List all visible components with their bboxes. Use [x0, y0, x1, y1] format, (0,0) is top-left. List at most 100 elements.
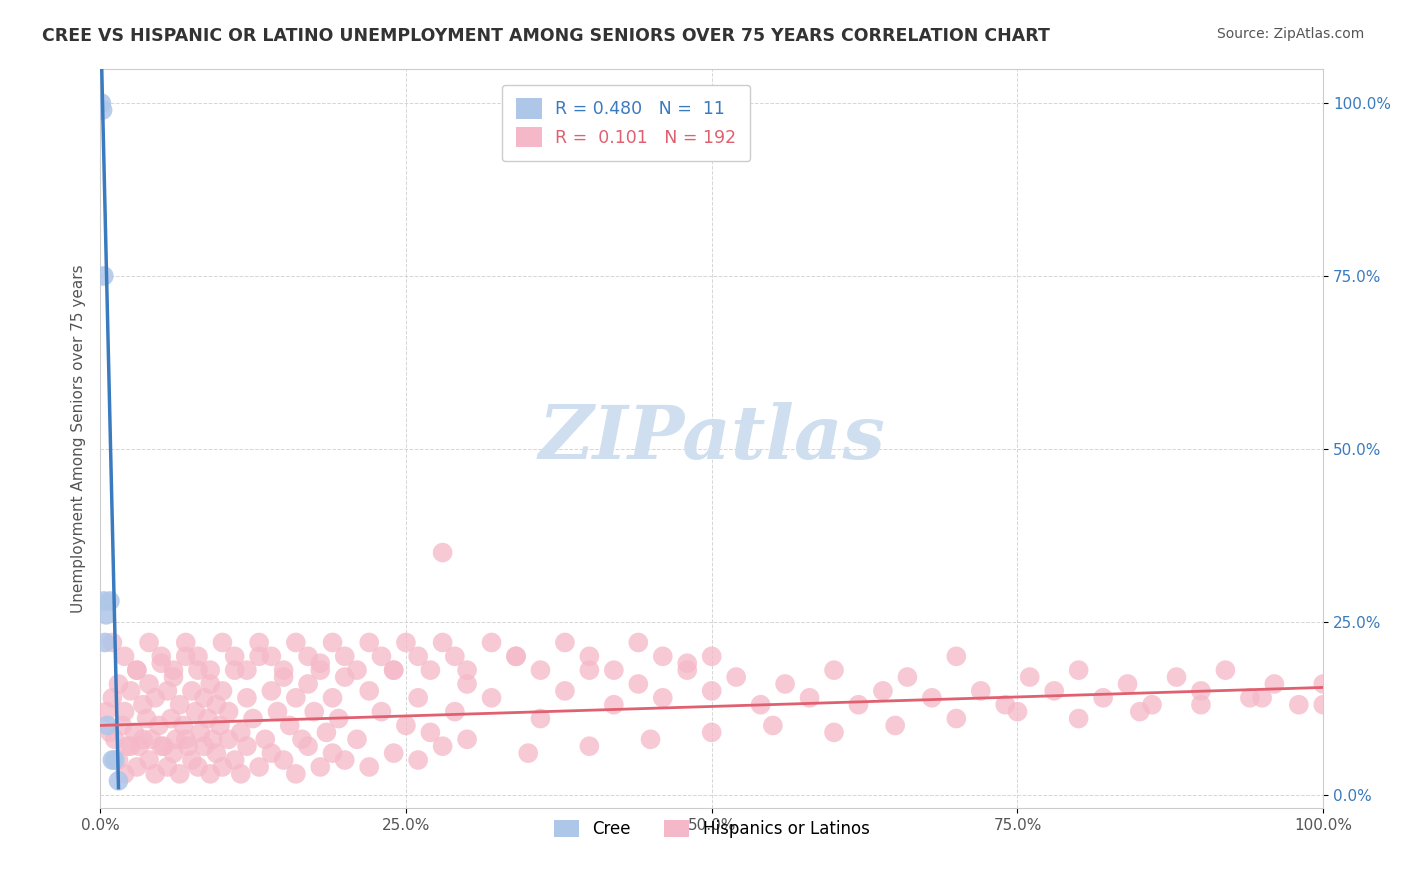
Point	[700, 684, 723, 698]
Point	[247, 649, 270, 664]
Point	[884, 718, 907, 732]
Point	[333, 753, 356, 767]
Point	[359, 684, 381, 698]
Point	[254, 732, 277, 747]
Point	[132, 698, 155, 712]
Point	[193, 690, 215, 705]
Point	[125, 663, 148, 677]
Point	[132, 732, 155, 747]
Legend: Cree, Hispanics or Latinos: Cree, Hispanics or Latinos	[547, 813, 876, 845]
Text: ZIPatlas: ZIPatlas	[538, 402, 886, 475]
Point	[315, 725, 337, 739]
Point	[297, 649, 319, 664]
Point	[120, 739, 142, 754]
Point	[165, 732, 187, 747]
Point	[309, 663, 332, 677]
Point	[676, 663, 699, 677]
Point	[114, 649, 136, 664]
Point	[627, 635, 650, 649]
Text: Source: ZipAtlas.com: Source: ZipAtlas.com	[1216, 27, 1364, 41]
Text: CREE VS HISPANIC OR LATINO UNEMPLOYMENT AMONG SENIORS OVER 75 YEARS CORRELATION : CREE VS HISPANIC OR LATINO UNEMPLOYMENT …	[42, 27, 1050, 45]
Point	[169, 767, 191, 781]
Point	[187, 649, 209, 664]
Point	[554, 684, 576, 698]
Point	[138, 753, 160, 767]
Point	[370, 705, 392, 719]
Point	[200, 663, 222, 677]
Point	[174, 649, 197, 664]
Point	[278, 718, 301, 732]
Point	[125, 663, 148, 677]
Point	[328, 712, 350, 726]
Point	[640, 732, 662, 747]
Point	[107, 677, 129, 691]
Point	[773, 677, 796, 691]
Point	[762, 718, 785, 732]
Point	[676, 657, 699, 671]
Point	[169, 698, 191, 712]
Point	[229, 725, 252, 739]
Point	[1263, 677, 1285, 691]
Point	[1312, 698, 1334, 712]
Point	[970, 684, 993, 698]
Point	[101, 690, 124, 705]
Point	[104, 732, 127, 747]
Y-axis label: Unemployment Among Seniors over 75 years: Unemployment Among Seniors over 75 years	[72, 264, 86, 613]
Point	[1043, 684, 1066, 698]
Point	[96, 705, 118, 719]
Point	[273, 753, 295, 767]
Point	[395, 718, 418, 732]
Point	[273, 670, 295, 684]
Point	[444, 705, 467, 719]
Point	[152, 739, 174, 754]
Point	[406, 649, 429, 664]
Point	[1092, 690, 1115, 705]
Point	[98, 725, 121, 739]
Point	[224, 663, 246, 677]
Point	[444, 649, 467, 664]
Point	[309, 760, 332, 774]
Point	[382, 663, 405, 677]
Point	[1067, 663, 1090, 677]
Point	[101, 753, 124, 767]
Point	[529, 663, 551, 677]
Point	[150, 649, 173, 664]
Point	[236, 739, 259, 754]
Point	[218, 705, 240, 719]
Point	[224, 753, 246, 767]
Point	[578, 663, 600, 677]
Point	[848, 698, 870, 712]
Point	[406, 690, 429, 705]
Point	[1140, 698, 1163, 712]
Point	[200, 677, 222, 691]
Point	[211, 760, 233, 774]
Point	[945, 649, 967, 664]
Point	[1312, 677, 1334, 691]
Point	[174, 635, 197, 649]
Point	[91, 103, 114, 117]
Point	[160, 712, 183, 726]
Point	[505, 649, 527, 664]
Point	[799, 690, 821, 705]
Point	[172, 718, 194, 732]
Point	[872, 684, 894, 698]
Point	[236, 690, 259, 705]
Point	[180, 753, 202, 767]
Point	[138, 677, 160, 691]
Point	[1007, 705, 1029, 719]
Point	[284, 635, 307, 649]
Point	[187, 760, 209, 774]
Point	[187, 663, 209, 677]
Point	[1018, 670, 1040, 684]
Point	[138, 635, 160, 649]
Point	[124, 725, 146, 739]
Point	[96, 718, 118, 732]
Point	[578, 739, 600, 754]
Point	[1189, 698, 1212, 712]
Point	[174, 732, 197, 747]
Point	[1251, 690, 1274, 705]
Point	[201, 732, 224, 747]
Point	[456, 663, 478, 677]
Point	[114, 767, 136, 781]
Point	[193, 739, 215, 754]
